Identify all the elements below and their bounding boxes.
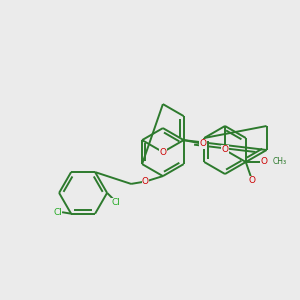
Text: Cl: Cl <box>53 208 62 217</box>
Text: O: O <box>142 177 149 186</box>
Text: O: O <box>261 158 268 166</box>
Text: O: O <box>159 148 167 157</box>
Text: Cl: Cl <box>111 198 120 207</box>
Text: O: O <box>200 139 206 148</box>
Text: O: O <box>221 146 229 154</box>
Text: O: O <box>249 176 256 185</box>
Text: CH₃: CH₃ <box>273 158 287 166</box>
